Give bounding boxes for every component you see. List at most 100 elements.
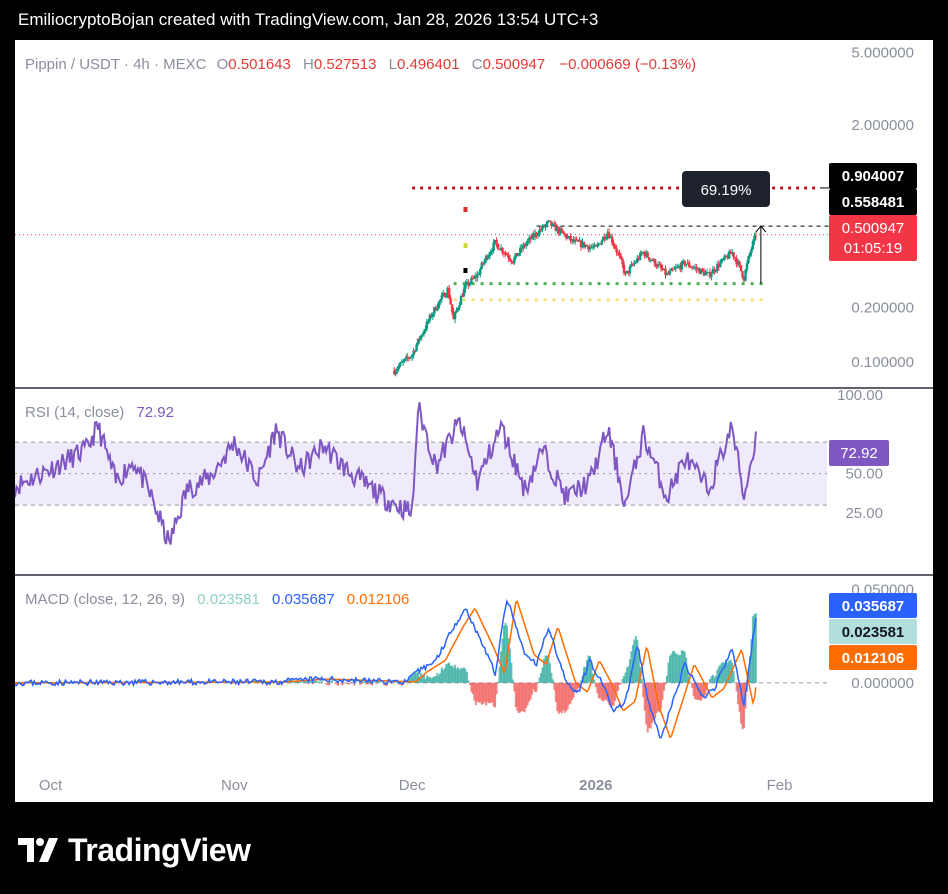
low-value: 0.496401 [397,56,460,73]
candle-body [625,270,629,274]
macd-histogram-bar [431,677,434,683]
candle-body [661,268,664,270]
signal-marker [463,243,468,248]
macd-histogram-bar [528,682,531,702]
macd-histogram-bar [643,682,646,711]
macd-histogram-bar [458,669,461,683]
macd-histogram-bar [547,655,550,683]
macd-histogram-bar [676,653,679,683]
candle-body [690,267,694,269]
target-price-badge: 0.904007 [829,163,917,189]
change-value: −0.000669 (−0.13%) [559,56,696,73]
candle-body [406,356,409,358]
candle-body [567,236,571,238]
candle-body [530,234,534,240]
measure-tool[interactable]: 69.19% [682,171,770,207]
candle-body [607,232,611,239]
macd-histogram-bar [640,678,643,683]
candle-body [404,356,408,359]
macd-histogram-bar [705,682,708,690]
macd-histogram-bar [486,682,489,703]
candle-body [627,270,630,274]
candle-body [701,268,704,271]
macd-histogram-bar [722,661,725,683]
candle-body [667,273,670,275]
candle-body [615,248,618,253]
candle-body [581,241,584,248]
macd-histogram-bar [470,682,473,692]
macd-histogram-bar [674,653,677,683]
macd-histogram-bar [498,666,501,683]
candle-body [403,358,406,361]
macd-histogram-bar [710,676,713,683]
high-value: 0.527513 [314,56,377,73]
macd-histogram-bar [331,680,334,683]
macd-histogram-bar [587,655,590,683]
candle-body [578,240,581,242]
macd-histogram-bar [670,653,673,683]
chart-canvas[interactable]: Oct Nov Dec 2026 Feb 5.000000 2.000000 0.20000… [14,40,933,802]
macd-histogram-bar [468,682,471,686]
candle-body [587,245,590,250]
candle-body [662,268,666,270]
candle-body [643,251,646,257]
macd-histogram-bar [545,655,548,683]
candle-body [471,278,475,280]
macd-histogram-bar [723,663,726,683]
candle-body [535,232,538,236]
candle-body [689,266,692,268]
candle-body [711,268,715,274]
macd-histogram-bar [412,673,415,683]
macd-histogram-bar [537,682,540,683]
macd-line [14,598,757,739]
macd-histogram-bar [454,664,457,683]
candle-body [754,235,758,237]
macd-histogram-bar [680,650,683,683]
chart-grid: Oct Nov Dec 2026 Feb [39,777,793,794]
macd-histogram-bar [677,655,680,683]
candle-body [698,268,701,274]
candle-body [505,253,509,256]
macd-histogram-bar [652,682,655,721]
macd-histogram-bar [452,667,455,683]
candle-body [479,268,482,275]
candle-body [656,264,660,267]
macd-histogram-bar [596,682,599,694]
macd-histogram-bar [608,682,611,705]
macd-histogram-bar [443,668,446,683]
macd-histogram-bar [559,682,562,712]
candle-body [553,223,556,225]
macd-histogram-bar [651,682,654,724]
macd-histogram-bar [618,682,621,685]
rsi-axis-tick: 100.00 [837,387,883,404]
candle-body [707,272,710,274]
candle-body [490,250,494,252]
candle-body [699,268,703,274]
open-value: 0.501643 [228,56,291,73]
macd-histogram-bar [406,681,409,683]
candle-body [569,236,572,241]
candle-body [742,277,746,281]
candle-body [621,258,624,265]
candle-body [425,321,429,329]
candle-body [410,355,414,358]
candle-body [722,258,725,260]
candle-body [545,222,549,225]
candle-body [633,262,636,265]
tradingview-logo[interactable]: TradingView [18,830,251,870]
candle-body [588,246,592,250]
candle-body [467,281,470,286]
macd-histogram-bar [751,616,754,683]
macd-signal-line [15,600,757,739]
macd-histogram-bar [350,682,353,683]
candle-body [686,262,689,265]
macd-histogram-bar [329,681,332,683]
macd-histogram-bar [529,682,532,700]
candle-body [682,260,685,262]
macd-histogram-bar [299,680,302,683]
macd-histogram-bar [542,658,545,683]
macd-histogram-bar [556,682,559,712]
candle-body [498,249,501,251]
candle-body [650,259,654,261]
macd-histogram-bar [14,682,16,686]
